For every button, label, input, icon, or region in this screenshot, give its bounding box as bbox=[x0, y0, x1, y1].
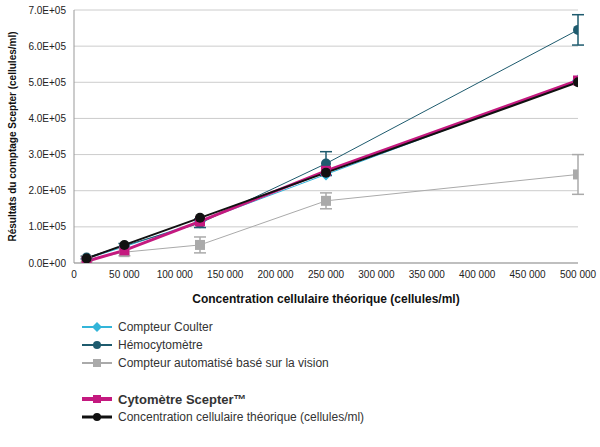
svg-text:0.0E+00: 0.0E+00 bbox=[28, 258, 66, 269]
html-text:Concentration cellulaire théor: Concentration cellulaire théorique (cell… bbox=[118, 410, 365, 424]
svg-text:6.0E+05: 6.0E+05 bbox=[28, 41, 66, 52]
svg-text:100 000: 100 000 bbox=[157, 269, 194, 280]
svg-text:250 000: 250 000 bbox=[308, 269, 345, 280]
svg-text:400 000: 400 000 bbox=[459, 269, 496, 280]
svg-text:Concentration cellulaire théor: Concentration cellulaire théorique (cell… bbox=[192, 292, 459, 306]
svg-text:450 000: 450 000 bbox=[510, 269, 547, 280]
svg-text:1.0E+05: 1.0E+05 bbox=[28, 221, 66, 232]
svg-text:200 000: 200 000 bbox=[258, 269, 295, 280]
svg-text:2.0E+05: 2.0E+05 bbox=[28, 185, 66, 196]
svg-text:4.0E+05: 4.0E+05 bbox=[28, 113, 66, 124]
html-text:Hémocytomètre: Hémocytomètre bbox=[118, 338, 203, 352]
svg-text:3.0E+05: 3.0E+05 bbox=[28, 149, 66, 160]
svg-text:5.0E+05: 5.0E+05 bbox=[28, 77, 66, 88]
svg-text:300 000: 300 000 bbox=[358, 269, 395, 280]
svg-text:7.0E+05: 7.0E+05 bbox=[28, 5, 66, 16]
svg-text:500 000: 500 000 bbox=[560, 269, 592, 280]
svg-text:350 000: 350 000 bbox=[409, 269, 446, 280]
html-text:Compteur Coulter: Compteur Coulter bbox=[118, 320, 213, 334]
svg-text:0: 0 bbox=[71, 269, 77, 280]
html-text:Cytomètre Scepter™: Cytomètre Scepter™ bbox=[118, 391, 247, 407]
svg-text:150 000: 150 000 bbox=[207, 269, 244, 280]
html-text:Compteur automatisé basé sur l: Compteur automatisé basé sur la vision bbox=[118, 356, 329, 370]
svg-text:Résultats du comptage Scepter: Résultats du comptage Scepter (cellules/… bbox=[8, 31, 18, 241]
svg-text:50 000: 50 000 bbox=[109, 269, 140, 280]
